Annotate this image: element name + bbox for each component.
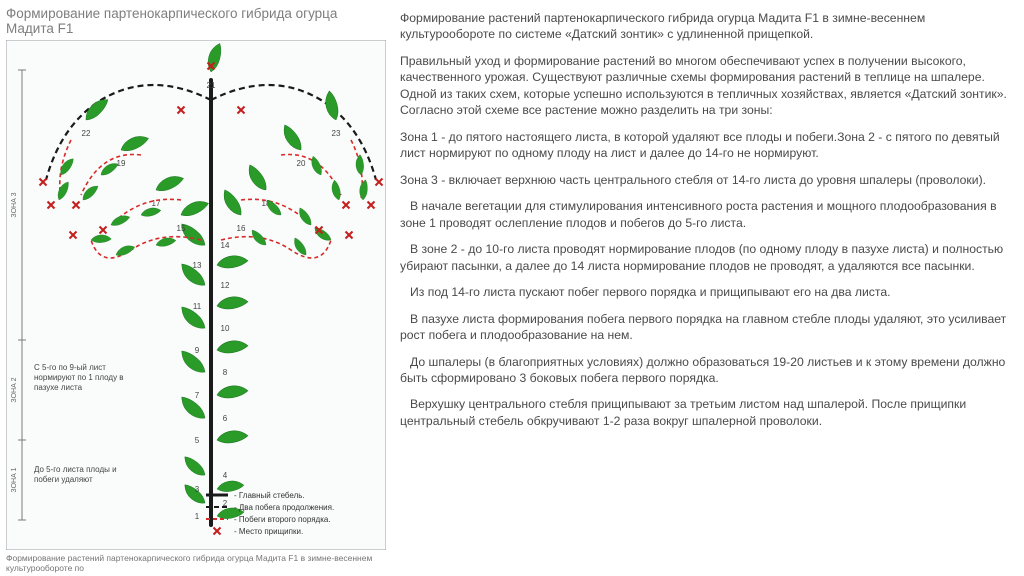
svg-text:7: 7 — [195, 391, 200, 400]
para: Формирование растений партенокарпическог… — [400, 10, 1010, 43]
svg-text:14: 14 — [221, 241, 230, 250]
svg-text:21: 21 — [207, 81, 216, 90]
svg-text:20: 20 — [297, 159, 306, 168]
diagram-caption: Формирование растений партенокарпическог… — [6, 553, 386, 573]
svg-text:- Два побега продолжения.: - Два побега продолжения. — [234, 503, 334, 512]
svg-text:10: 10 — [221, 324, 230, 333]
para: В зоне 2 - до 10-го листа проводят норми… — [400, 241, 1010, 274]
svg-text:ЗОНА 2: ЗОНА 2 — [11, 377, 18, 402]
svg-text:15: 15 — [177, 224, 186, 233]
svg-text:8: 8 — [223, 368, 228, 377]
article-body: Формирование растений партенокарпическог… — [390, 0, 1024, 576]
para: В начале вегетации для стимулирования ин… — [400, 198, 1010, 231]
svg-text:пазухе листа: пазухе листа — [34, 383, 83, 392]
svg-text:4: 4 — [223, 471, 228, 480]
svg-text:9: 9 — [195, 346, 200, 355]
para: Правильный уход и формирование растений … — [400, 53, 1010, 119]
svg-text:нормируют по 1 плоду в: нормируют по 1 плоду в — [34, 373, 124, 382]
para: Из под 14-го листа пускают побег первого… — [400, 284, 1010, 300]
diagram-title: Формирование партенокарпического гибрида… — [6, 6, 386, 36]
para: Зона 3 - включает верхнюю часть централь… — [400, 172, 1010, 188]
svg-text:С 5-го по 9-ый лист: С 5-го по 9-ый лист — [34, 363, 106, 372]
svg-text:До 5-го листа плоды и: До 5-го листа плоды и — [34, 465, 117, 474]
svg-text:6: 6 — [223, 414, 228, 423]
plant-diagram: ЗОНА 3 ЗОНА 2 ЗОНА 1 С 5-го по 9-ый листнор… — [6, 40, 386, 550]
left-column: Формирование партенокарпического гибрида… — [0, 0, 390, 576]
svg-text:12: 12 — [221, 281, 230, 290]
svg-text:13: 13 — [193, 261, 202, 270]
svg-text:- Место прищипки.: - Место прищипки. — [234, 527, 303, 536]
svg-text:3: 3 — [195, 485, 200, 494]
svg-text:- Главный стебель.: - Главный стебель. — [234, 491, 305, 500]
svg-text:5: 5 — [195, 436, 200, 445]
para: Верхушку центрального стебля прищипывают… — [400, 396, 1010, 429]
svg-text:23: 23 — [332, 129, 341, 138]
svg-text:16: 16 — [237, 224, 246, 233]
svg-text:19: 19 — [117, 159, 126, 168]
diagram-container: ЗОНА 3 ЗОНА 2 ЗОНА 1 С 5-го по 9-ый листнор… — [6, 40, 386, 550]
para: Зона 1 - до пятого настоящего листа, в к… — [400, 129, 1010, 162]
svg-text:побеги удаляют: побеги удаляют — [34, 475, 93, 484]
svg-text:ЗОНА 1: ЗОНА 1 — [11, 467, 18, 492]
para: В пазухе листа формирования побега перво… — [400, 311, 1010, 344]
svg-text:1: 1 — [195, 512, 200, 521]
svg-text:11: 11 — [193, 302, 202, 311]
svg-text:- Побеги второго порядка.: - Побеги второго порядка. — [234, 515, 331, 524]
svg-text:ЗОНА 3: ЗОНА 3 — [11, 192, 18, 217]
svg-text:22: 22 — [82, 129, 91, 138]
para: До шпалеры (в благоприятных условиях) до… — [400, 354, 1010, 387]
